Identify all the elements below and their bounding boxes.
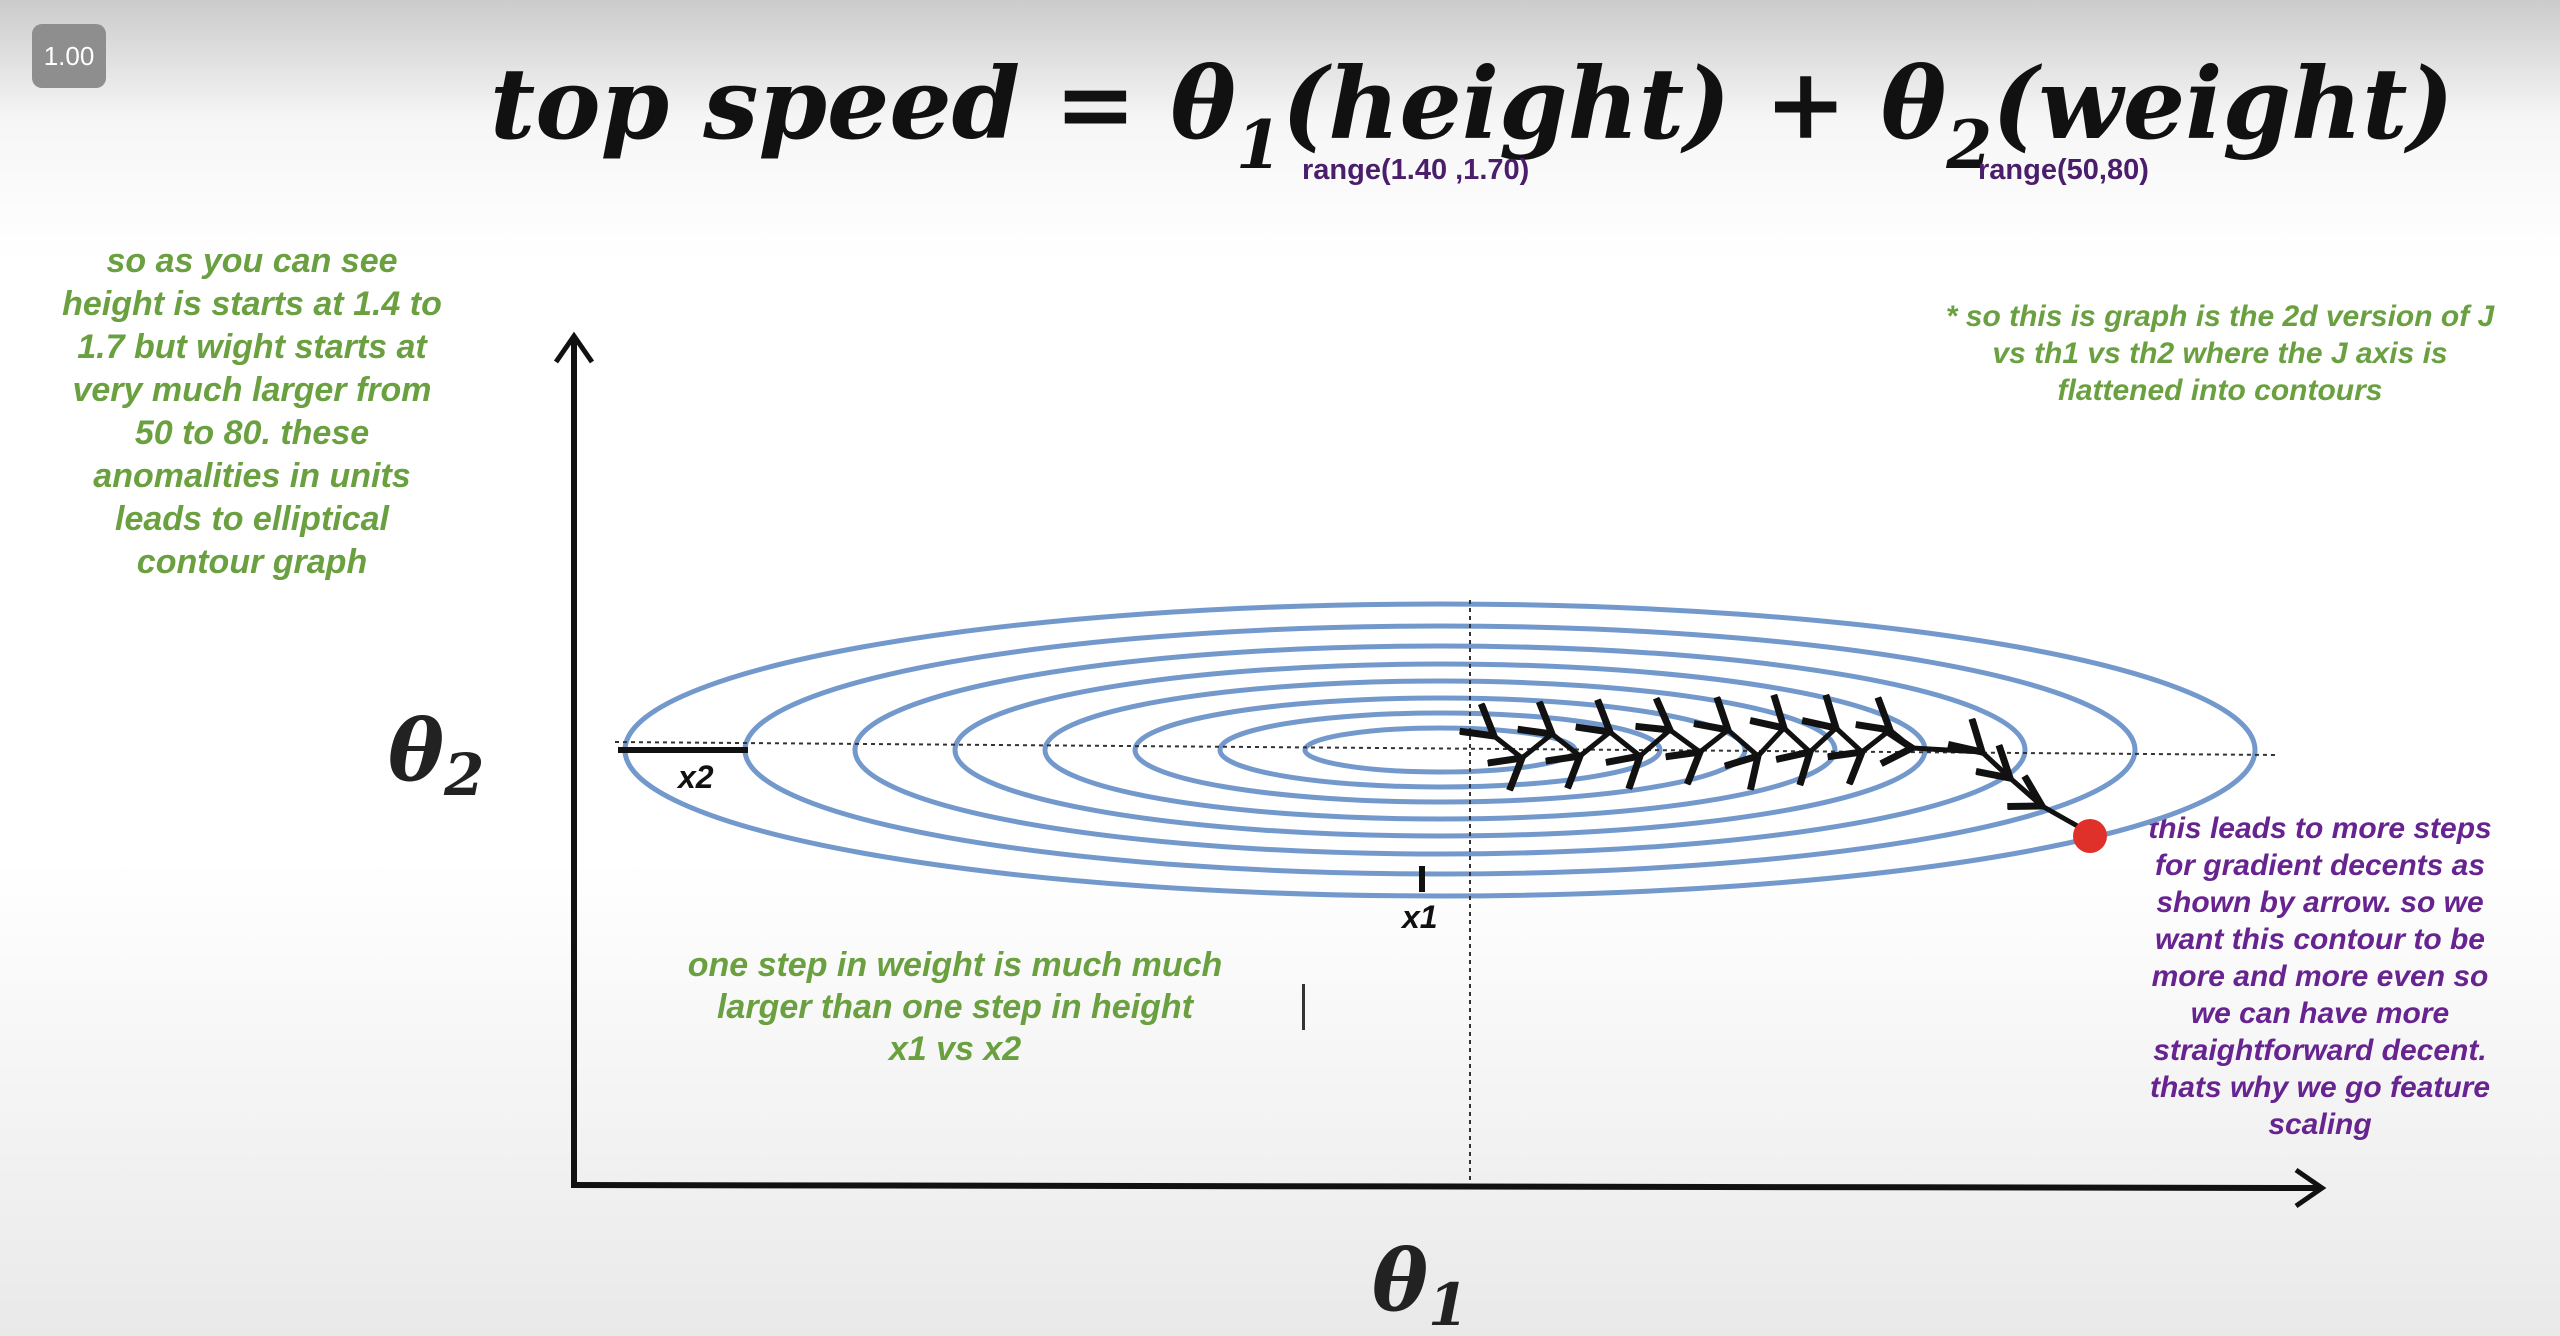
y-axis-sub: 2	[443, 741, 484, 809]
contour-ring	[1217, 710, 1663, 790]
descent-step-arrow	[1610, 732, 1642, 758]
descent-step-arrow	[1522, 732, 1554, 758]
formula-term-1: (height) +	[1281, 47, 1881, 162]
descent-step-arrow	[1982, 752, 2012, 780]
contour-ring	[1042, 678, 1838, 822]
formula-sub-2: 2	[1946, 106, 1993, 184]
x1-marker-label: x1	[1400, 899, 1438, 935]
descent-step-arrow	[1836, 728, 1864, 754]
x-axis-theta: θ	[1372, 1231, 1428, 1330]
y-axis-arrow	[553, 331, 595, 364]
x-axis-arrow	[2294, 1167, 2327, 1209]
formula-lhs: top speed =	[490, 47, 1171, 162]
descent-step-arrow	[1670, 730, 1702, 755]
range-weight-label: range(50,80)	[1978, 154, 2149, 186]
text-cursor	[1302, 984, 1305, 1030]
formula-sub-1: 1	[1235, 106, 1282, 184]
note-bottom-line-2: larger than one step in height	[716, 988, 1194, 1026]
descent-step-arrow	[1552, 734, 1582, 758]
range-height-label: range(1.40 ,1.70)	[1302, 154, 1530, 186]
descent-step-arrow	[1580, 730, 1612, 756]
note-bottom-annotation: one step in weight is much much larger t…	[615, 944, 1295, 1070]
contour-ellipses	[622, 601, 2258, 899]
descent-step-arrow	[1640, 728, 1672, 756]
formula-heading: top speed = θ1(height) + θ2(weight)	[490, 30, 2454, 184]
note-bottom-line-3: x1 vs x2	[888, 1030, 1022, 1068]
descent-step-arrow	[1810, 726, 1838, 752]
descent-step-arrow	[1912, 748, 1983, 752]
x2-marker-label: x2	[676, 759, 714, 795]
formula-term-2: (weight)	[1992, 47, 2454, 162]
descent-step-arrow	[2010, 778, 2044, 808]
descent-step-arrow	[1758, 726, 1786, 756]
contour-ring	[952, 661, 1928, 839]
descent-step-arrow	[1728, 730, 1760, 758]
note-top-right-annotation: * so this is graph is the 2d version of …	[1945, 300, 2495, 407]
y-axis-theta: θ	[388, 701, 444, 800]
note-left-annotation: so as you can see height is starts at 1.…	[62, 242, 442, 581]
descent-step-arrow	[1494, 736, 1524, 760]
descent-step-arrow	[1700, 728, 1730, 752]
note-bottom-line-1: one step in weight is much much	[687, 946, 1223, 984]
descent-step-arrow	[1862, 728, 1892, 752]
y-axis-label: θ2	[388, 701, 484, 809]
x-axis	[570, 1182, 2319, 1191]
note-right-annotation: this leads to more steps for gradient de…	[2148, 812, 2492, 1141]
x-axis-label: θ1	[1372, 1231, 1468, 1336]
start-point-dot	[2073, 819, 2107, 853]
descent-step-arrow	[1890, 730, 1914, 750]
contour-ring	[852, 643, 2028, 857]
zoom-level-badge[interactable]: 1.00	[32, 24, 106, 88]
x-axis-sub: 1	[1428, 1271, 1468, 1336]
gradient-descent-path	[1494, 726, 2090, 835]
descent-step-arrow	[1784, 728, 1812, 754]
formula-theta-1: θ	[1170, 47, 1236, 162]
formula-theta-2: θ	[1880, 47, 1947, 162]
